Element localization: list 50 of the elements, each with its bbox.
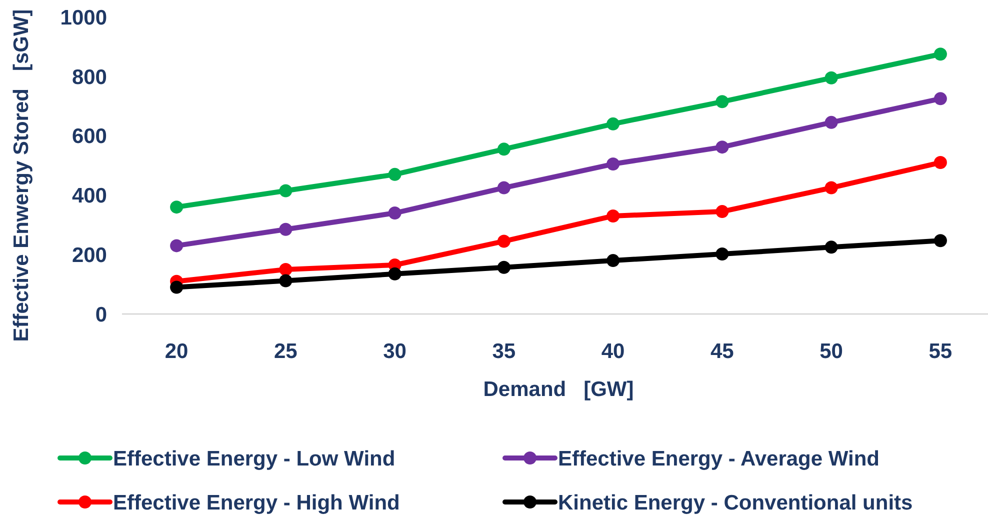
point [824, 181, 838, 194]
point [279, 274, 292, 288]
point [279, 262, 292, 276]
point [934, 234, 947, 248]
point [934, 48, 947, 61]
point [279, 184, 292, 198]
x-tick-label: 50 [820, 340, 843, 363]
y-tick-label: 1000 [60, 6, 107, 30]
x-tick-label: 30 [383, 340, 406, 363]
y-tick-label: 200 [72, 244, 107, 267]
point [606, 158, 620, 171]
point [716, 140, 729, 154]
x-tick-label: 20 [164, 340, 188, 363]
point [388, 206, 402, 220]
y-tick-label: 800 [72, 66, 107, 89]
point [606, 209, 620, 222]
point [170, 239, 184, 252]
point [824, 240, 838, 254]
x-tick-label: 40 [601, 340, 625, 363]
y-tick-label: 600 [72, 125, 107, 148]
point [388, 267, 402, 280]
point [388, 168, 402, 181]
legend-label: Effective Energy - High Wind [113, 491, 400, 514]
point [716, 95, 729, 108]
point [497, 142, 510, 156]
point [170, 280, 184, 294]
y-tick-label: 400 [72, 184, 107, 208]
point [824, 71, 838, 84]
y-axis-title: Effective Enwergy Stored [sGW] [10, 9, 33, 342]
x-tick-label: 45 [710, 340, 734, 363]
point [279, 222, 292, 236]
point [497, 234, 510, 248]
legend-label: Kinetic Energy - Conventional units [558, 491, 913, 514]
point [170, 200, 184, 214]
point [934, 92, 947, 106]
y-tick-label: 0 [95, 303, 107, 326]
point [497, 181, 510, 194]
point [606, 254, 620, 268]
point [716, 205, 729, 218]
point [497, 260, 510, 274]
legend-label: Effective Energy - Average Wind [558, 447, 880, 470]
x-tick-label: 55 [928, 340, 952, 363]
point [716, 248, 729, 261]
x-tick-label: 25 [274, 340, 298, 363]
point [606, 117, 620, 130]
x-tick-label: 35 [492, 340, 516, 363]
x-axis-title: Demand [GW] [483, 378, 634, 401]
point [934, 156, 947, 170]
point [824, 116, 838, 129]
legend-label: Effective Energy - Low Wind [113, 447, 396, 470]
